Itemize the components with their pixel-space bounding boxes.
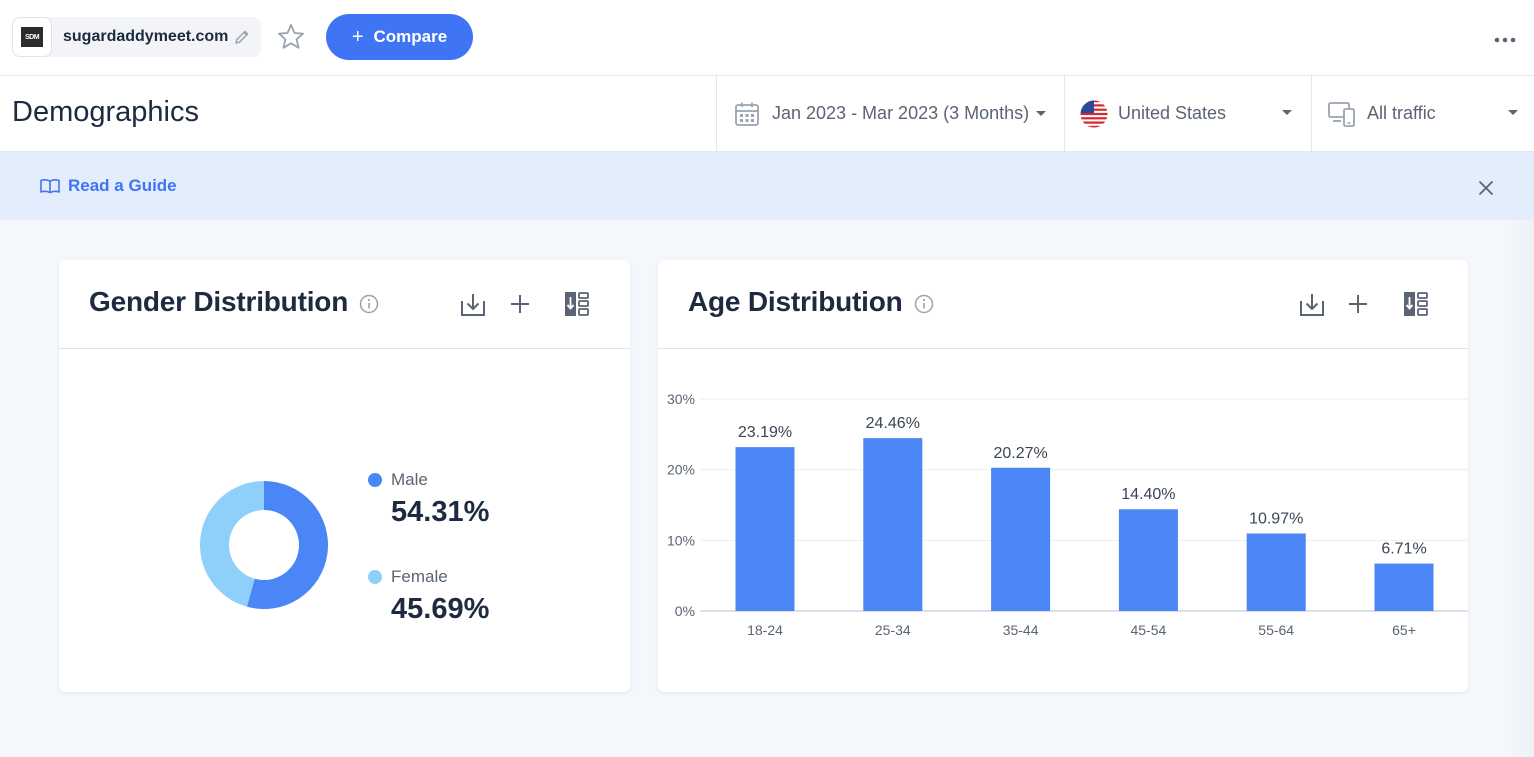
download-icon[interactable] [1298,290,1326,318]
add-icon[interactable] [1344,290,1372,318]
bar-35-44[interactable] [991,467,1051,611]
y-tick-label: 20% [667,462,695,478]
female-dot [368,570,382,584]
legend-label: Female [391,567,448,586]
legend-value: 45.69% [391,593,490,625]
x-tick-label: 18-24 [747,622,783,638]
site-chip[interactable]: SDM sugardaddymeet.com [12,17,261,57]
page-header: Demographics Jan 2023 - Mar 2023 (3 Mont… [0,76,1534,152]
site-logo-text: SDM [21,27,43,47]
add-to-dashboard-icon[interactable] [1402,290,1430,318]
traffic-selector[interactable]: All traffic [1311,76,1534,151]
caret-down-icon [1036,110,1047,116]
x-tick-label: 45-54 [1130,622,1166,638]
add-to-dashboard-icon[interactable] [563,290,591,318]
caret-down-icon [1282,110,1292,115]
bar-65+[interactable] [1374,563,1434,611]
gender-donut-chart [200,481,328,609]
read-guide-label: Read a Guide [68,176,177,195]
legend-label: Male [391,470,428,489]
info-icon[interactable] [914,294,934,314]
us-flag-icon [1080,100,1108,127]
read-guide-link[interactable]: Read a Guide [40,176,177,196]
bar-value-label: 10.97% [1249,510,1303,527]
x-tick-label: 35-44 [1003,622,1039,638]
bar-55-64[interactable] [1246,533,1306,611]
bar-value-label: 6.71% [1381,541,1426,558]
card-title: Gender Distribution [89,286,349,317]
card-header: Gender Distribution [59,260,630,349]
donut-slice-female[interactable] [200,481,264,607]
country-label: United States [1118,103,1227,123]
male-dot [368,473,382,487]
date-range-selector[interactable]: Jan 2023 - Mar 2023 (3 Months) [716,76,1065,151]
y-tick-label: 30% [667,391,695,407]
bar-45-54[interactable] [1118,509,1178,611]
y-tick-label: 10% [667,532,695,548]
book-icon [40,179,60,194]
card-header: Age Distribution [658,260,1468,349]
scroll-shade [1505,220,1534,757]
add-icon[interactable] [506,290,534,318]
bar-18-24[interactable] [735,447,795,611]
age-bar-chart: 0% 10% 20% 30% 23.19% 18-24 24.46% 25-34 20.27% 3… [667,391,1468,638]
star-icon[interactable] [276,22,306,52]
info-icon[interactable] [359,294,379,314]
x-tick-label: 25-34 [875,622,911,638]
x-tick-label: 65+ [1392,622,1416,638]
x-tick-label: 55-64 [1258,622,1294,638]
caret-down-icon [1508,110,1518,115]
devices-icon [1328,101,1355,127]
more-options-icon[interactable] [1494,36,1518,44]
guide-banner: Read a Guide [0,152,1534,220]
bar-value-label: 20.27% [993,445,1047,462]
pencil-icon[interactable] [232,27,252,47]
plus-icon: + [351,26,364,48]
bar-value-label: 24.46% [866,415,920,432]
legend-value: 54.31% [391,496,490,528]
page-title: Demographics [12,96,199,128]
download-icon[interactable] [459,290,487,318]
bar-value-label: 23.19% [738,424,792,441]
compare-label: Compare [373,27,448,46]
country-selector[interactable]: United States [1064,76,1312,151]
site-name: sugardaddymeet.com [63,28,229,45]
age-distribution-card: Age Distribution 0% 10% 20% 30% 23.19% 18-24 2… [658,260,1468,692]
bar-25-34[interactable] [863,438,923,611]
top-bar: SDM sugardaddymeet.com + Compare [0,0,1534,76]
traffic-label: All traffic [1367,103,1436,123]
calendar-icon [735,102,759,126]
bar-value-label: 14.40% [1121,486,1175,503]
site-logo: SDM [12,17,52,57]
date-range-label: Jan 2023 - Mar 2023 (3 Months) [772,103,1030,123]
gender-distribution-card: Gender Distribution Male 54.31% Female 4 [59,260,630,692]
compare-button[interactable]: + Compare [326,14,473,60]
close-icon[interactable] [1478,180,1494,196]
y-tick-label: 0% [675,603,695,619]
donut-slice-male[interactable] [246,481,328,609]
card-title: Age Distribution [688,286,903,317]
